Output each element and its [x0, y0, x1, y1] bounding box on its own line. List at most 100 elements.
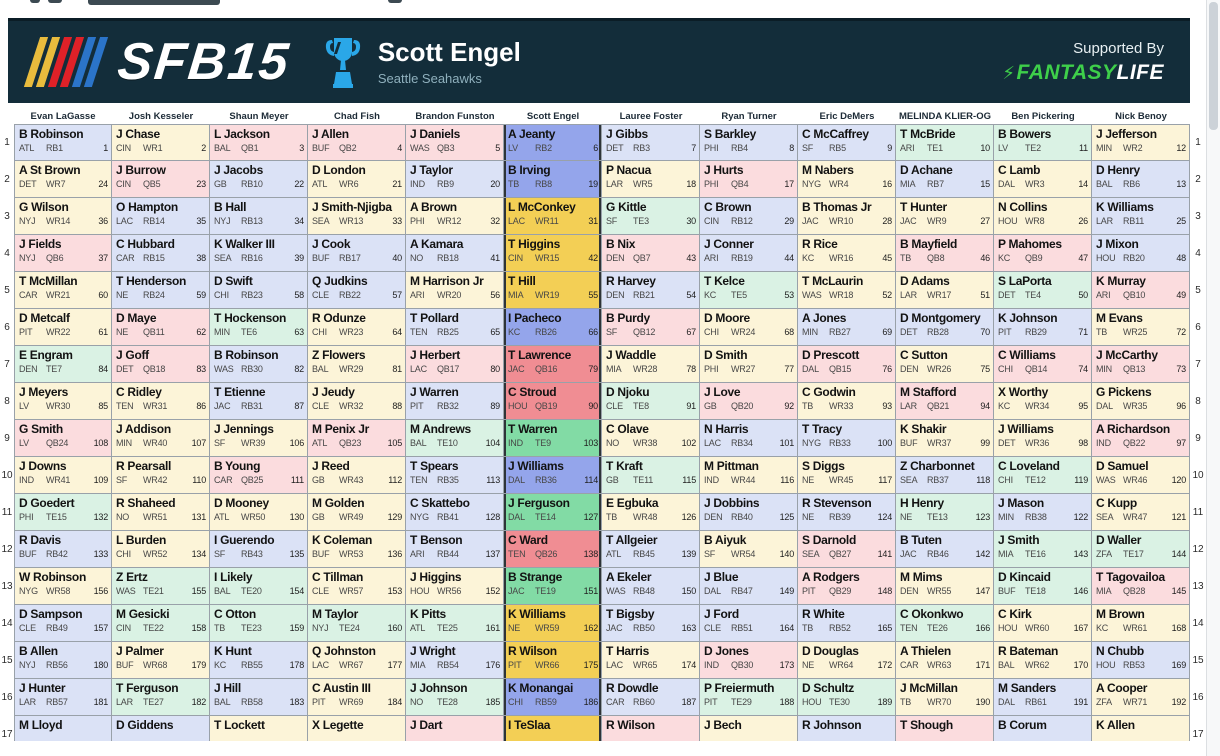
draft-pick-cell[interactable]: T Pollard TEN RB25 65 — [406, 309, 504, 346]
draft-pick-cell[interactable]: G Smith LV QB24 108 — [14, 420, 112, 457]
draft-pick-cell[interactable]: R Stevenson NE RB39 124 — [798, 494, 896, 531]
draft-pick-cell[interactable]: A Rodgers PIT QB29 148 — [798, 568, 896, 605]
draft-pick-cell[interactable]: J Love GB QB20 92 — [700, 383, 798, 420]
draft-pick-cell[interactable]: J Smith-Njigba SEA WR13 33 — [308, 198, 406, 235]
draft-pick-cell[interactable]: J Jefferson MIN WR2 12 — [1092, 124, 1190, 161]
draft-pick-cell[interactable]: B Bowers LV TE2 11 — [994, 124, 1092, 161]
draft-pick-cell[interactable]: K Murray ARI QB10 49 — [1092, 272, 1190, 309]
draft-pick-cell[interactable]: R Odunze CHI WR23 64 — [308, 309, 406, 346]
draft-pick-cell[interactable]: R Shaheed NO WR51 131 — [112, 494, 210, 531]
draft-pick-cell[interactable]: Q Judkins CLE RB22 57 — [308, 272, 406, 309]
draft-pick-cell[interactable]: J Cook BUF RB17 40 — [308, 235, 406, 272]
draft-pick-cell[interactable]: L McConkey LAC WR11 31 — [504, 198, 602, 235]
draft-pick-cell[interactable]: J Burrow CIN QB5 23 — [112, 161, 210, 198]
draft-pick-cell[interactable]: B Nix DEN QB7 43 — [602, 235, 700, 272]
draft-pick-cell[interactable]: J Hurts PHI QB4 17 — [700, 161, 798, 198]
draft-pick-cell[interactable]: D Smith PHI WR27 77 — [700, 346, 798, 383]
draft-pick-cell[interactable]: J Goff DET QB18 83 — [112, 346, 210, 383]
draft-pick-cell[interactable]: S LaPorta DET TE4 50 — [994, 272, 1092, 309]
draft-pick-cell[interactable]: I Guerendo SF RB43 135 — [210, 531, 308, 568]
draft-pick-cell[interactable]: J Williams DET WR36 98 — [994, 420, 1092, 457]
draft-pick-cell[interactable]: G Wilson NYJ WR14 36 — [14, 198, 112, 235]
draft-pick-cell[interactable]: M Stafford LAR QB21 94 — [896, 383, 994, 420]
draft-pick-cell[interactable]: C Kirk HOU WR60 167 — [994, 605, 1092, 642]
draft-pick-cell[interactable]: A St Brown DET WR7 24 — [14, 161, 112, 198]
draft-pick-cell[interactable]: O Hampton LAC RB14 35 — [112, 198, 210, 235]
draft-pick-cell[interactable]: T Tagovailoa MIA QB28 145 — [1092, 568, 1190, 605]
draft-pick-cell[interactable]: R Johnson — [798, 716, 896, 741]
draft-pick-cell[interactable]: T McLaurin WAS WR18 52 — [798, 272, 896, 309]
draft-pick-cell[interactable]: D Mooney ATL WR50 130 — [210, 494, 308, 531]
draft-pick-cell[interactable]: A Jones MIN RB27 69 — [798, 309, 896, 346]
draft-pick-cell[interactable]: D Adams LAR WR17 51 — [896, 272, 994, 309]
draft-pick-cell[interactable]: T Tracy NYG RB33 100 — [798, 420, 896, 457]
draft-pick-cell[interactable]: D Jones IND QB30 173 — [700, 642, 798, 679]
draft-pick-cell[interactable]: D Henry BAL RB6 13 — [1092, 161, 1190, 198]
draft-pick-cell[interactable]: D London ATL WR6 21 — [308, 161, 406, 198]
draft-pick-cell[interactable]: B Aiyuk SF WR54 140 — [700, 531, 798, 568]
draft-pick-cell[interactable]: T Shough — [896, 716, 994, 741]
draft-pick-cell[interactable]: R White TB RB52 165 — [798, 605, 896, 642]
draft-pick-cell[interactable]: T Hockenson MIN TE6 63 — [210, 309, 308, 346]
draft-pick-cell[interactable]: J Gibbs DET RB3 7 — [602, 124, 700, 161]
draft-pick-cell[interactable]: C Skattebo NYG RB41 128 — [406, 494, 504, 531]
draft-pick-cell[interactable]: L Jackson BAL QB1 3 — [210, 124, 308, 161]
draft-pick-cell[interactable]: J Conner ARI RB19 44 — [700, 235, 798, 272]
draft-pick-cell[interactable]: J Downs IND WR41 109 — [14, 457, 112, 494]
draft-pick-cell[interactable]: M Pittman IND WR44 116 — [700, 457, 798, 494]
draft-pick-cell[interactable]: S Darnold SEA QB27 141 — [798, 531, 896, 568]
draft-pick-cell[interactable]: R Wilson — [602, 716, 700, 741]
draft-pick-cell[interactable]: A Jeanty LV RB2 6 — [504, 124, 602, 161]
draft-pick-cell[interactable]: C Sutton DEN WR26 75 — [896, 346, 994, 383]
draft-pick-cell[interactable]: M Evans TB WR25 72 — [1092, 309, 1190, 346]
draft-pick-cell[interactable]: J Higgins HOU WR56 152 — [406, 568, 504, 605]
draft-pick-cell[interactable]: C Ward TEN QB26 138 — [504, 531, 602, 568]
draft-pick-cell[interactable]: M Harrison Jr ARI WR20 56 — [406, 272, 504, 309]
draft-pick-cell[interactable]: C Olave NO WR38 102 — [602, 420, 700, 457]
draft-pick-cell[interactable]: M Gesicki CIN TE22 158 — [112, 605, 210, 642]
draft-pick-cell[interactable]: T Etienne JAC RB31 87 — [210, 383, 308, 420]
draft-pick-cell[interactable]: M Taylor NYJ TE24 160 — [308, 605, 406, 642]
draft-pick-cell[interactable]: D Moore CHI WR24 68 — [700, 309, 798, 346]
draft-pick-cell[interactable]: B Robinson ATL RB1 1 — [14, 124, 112, 161]
draft-pick-cell[interactable]: H Henry NE TE13 123 — [896, 494, 994, 531]
draft-pick-cell[interactable]: T Higgins CIN WR15 42 — [504, 235, 602, 272]
draft-pick-cell[interactable]: I Likely BAL TE20 154 — [210, 568, 308, 605]
draft-pick-cell[interactable]: D Schultz HOU TE30 189 — [798, 679, 896, 716]
draft-pick-cell[interactable]: J Dobbins DEN RB40 125 — [700, 494, 798, 531]
draft-pick-cell[interactable]: B Corum — [994, 716, 1092, 741]
draft-pick-cell[interactable]: A Richardson IND QB22 97 — [1092, 420, 1190, 457]
draft-pick-cell[interactable]: D Achane MIA RB7 15 — [896, 161, 994, 198]
draft-pick-cell[interactable]: C Tillman CLE WR57 153 — [308, 568, 406, 605]
draft-pick-cell[interactable]: B Strange JAC TE19 151 — [504, 568, 602, 605]
draft-pick-cell[interactable]: J Bech — [700, 716, 798, 741]
draft-pick-cell[interactable]: J Jennings SF WR39 106 — [210, 420, 308, 457]
draft-pick-cell[interactable]: C Hubbard CAR RB15 38 — [112, 235, 210, 272]
draft-pick-cell[interactable]: D Swift CHI RB23 58 — [210, 272, 308, 309]
draft-pick-cell[interactable]: J Hill BAL RB58 183 — [210, 679, 308, 716]
draft-pick-cell[interactable]: B Young CAR QB25 111 — [210, 457, 308, 494]
draft-pick-cell[interactable]: J Dart — [406, 716, 504, 741]
draft-pick-cell[interactable]: R Dowdle CAR RB60 187 — [602, 679, 700, 716]
draft-pick-cell[interactable]: I Pacheco KC RB26 66 — [504, 309, 602, 346]
draft-pick-cell[interactable]: T Henderson NE RB24 59 — [112, 272, 210, 309]
draft-pick-cell[interactable]: T Kraft GB TE11 115 — [602, 457, 700, 494]
draft-pick-cell[interactable]: J Meyers LV WR30 85 — [14, 383, 112, 420]
draft-pick-cell[interactable]: A Brown PHI WR12 32 — [406, 198, 504, 235]
draft-pick-cell[interactable]: C Stroud HOU QB19 90 — [504, 383, 602, 420]
draft-pick-cell[interactable]: P Freiermuth PIT TE29 188 — [700, 679, 798, 716]
draft-pick-cell[interactable]: M Penix Jr ATL QB23 105 — [308, 420, 406, 457]
draft-pick-cell[interactable]: D Sampson CLE RB49 157 — [14, 605, 112, 642]
draft-pick-cell[interactable]: B Hall NYJ RB13 34 — [210, 198, 308, 235]
draft-pick-cell[interactable]: D Njoku CLE TE8 91 — [602, 383, 700, 420]
draft-pick-cell[interactable]: A Ekeler WAS RB48 150 — [602, 568, 700, 605]
draft-pick-cell[interactable]: D Samuel WAS WR46 120 — [1092, 457, 1190, 494]
draft-pick-cell[interactable]: K Monangai CHI RB59 186 — [504, 679, 602, 716]
draft-pick-cell[interactable]: M Sanders DAL RB61 191 — [994, 679, 1092, 716]
draft-pick-cell[interactable]: T Lockett — [210, 716, 308, 741]
draft-pick-cell[interactable]: B Allen NYJ RB56 180 — [14, 642, 112, 679]
draft-pick-cell[interactable]: B Tuten JAC RB46 142 — [896, 531, 994, 568]
draft-pick-cell[interactable]: M Mims DEN WR55 147 — [896, 568, 994, 605]
draft-pick-cell[interactable]: J Ford CLE RB51 164 — [700, 605, 798, 642]
draft-pick-cell[interactable]: Z Ertz WAS TE21 155 — [112, 568, 210, 605]
